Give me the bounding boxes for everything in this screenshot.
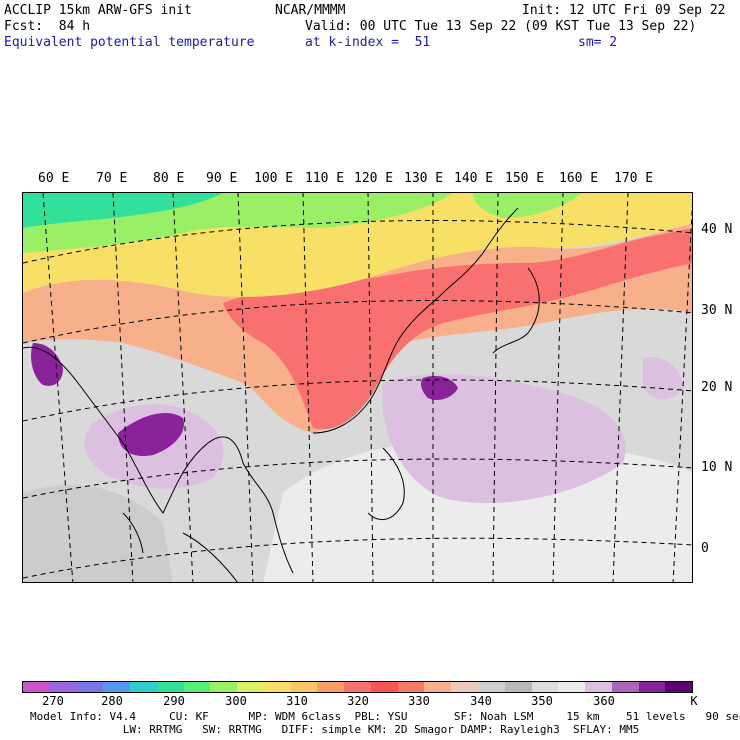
forecast-hour: Fcst: 84 h [4,19,91,34]
colorbar-tick-label: 330 [408,694,430,708]
lon-label: 60 E [38,171,70,186]
lon-label: 150 E [505,171,545,186]
color-swatch [290,682,318,692]
colorbar-tick-label: 290 [163,694,185,708]
smoothing-label: sm= 2 [578,35,618,50]
model-info-line2: LW: RRTMG SW: RRTMG DIFF: simple KM: 2D … [30,723,640,736]
colorbar-tick-label: 270 [42,694,64,708]
model-info-line1: Model Info: V4.4 CU: KF MP: WDM 6class P… [30,710,740,723]
lon-label: 110 E [305,171,345,186]
colorbar-tick-label: 320 [347,694,369,708]
color-swatch [156,682,184,692]
colorbar-tick-label: K [690,694,698,708]
valid-time: Valid: 00 UTC Tue 13 Sep 22 (09 KST Tue … [305,19,697,34]
colorbar-tick-label: 300 [225,694,247,708]
org-label: NCAR/MMMM [275,3,346,18]
lon-label: 160 E [559,171,599,186]
lon-label: 170 E [614,171,654,186]
color-swatch [504,682,532,692]
color-swatch [263,682,291,692]
lat-label: 30 N [701,303,733,318]
lat-label: 40 N [701,222,733,237]
lon-label: 100 E [254,171,294,186]
equivalent-potential-temperature-map [22,192,693,583]
colorbar-tick-label: 280 [101,694,123,708]
color-swatch [638,682,666,692]
lat-label: 20 N [701,380,733,395]
color-swatch [665,682,693,692]
colorbar-tick-label: 310 [286,694,308,708]
lat-label: 0 [701,541,709,556]
color-swatch [344,682,371,692]
color-swatch [558,682,586,692]
color-swatch [478,682,505,692]
color-swatch [183,682,211,692]
lon-label: 140 E [454,171,494,186]
lon-label: 80 E [153,171,185,186]
field-name: Equivalent potential temperature [4,35,255,50]
color-swatch [585,682,612,692]
color-swatch [49,682,77,692]
color-swatch [317,682,345,692]
k-index-label: at k-index = 51 [305,35,431,50]
lon-label: 120 E [354,171,394,186]
color-swatch [397,682,425,692]
color-swatch [130,682,157,692]
color-swatch [76,682,104,692]
lon-label: 90 E [206,171,238,186]
lon-label: 70 E [96,171,128,186]
color-swatch [370,682,398,692]
color-scale-bar [22,681,693,693]
color-swatch [451,682,479,692]
colorbar-tick-label: 340 [470,694,492,708]
color-swatch [103,682,131,692]
init-time: Init: 12 UTC Fri 09 Sep 22 [522,3,726,18]
color-swatch [210,682,238,692]
model-title: ACCLIP 15km ARW-GFS init [4,3,192,18]
colorbar-tick-label: 350 [531,694,553,708]
color-swatch [23,682,50,692]
colorbar-tick-label: 360 [593,694,615,708]
color-swatch [531,682,559,692]
color-swatch [237,682,264,692]
lat-label: 10 N [701,460,733,475]
color-swatch [424,682,452,692]
color-swatch [611,682,639,692]
lon-label: 130 E [404,171,444,186]
